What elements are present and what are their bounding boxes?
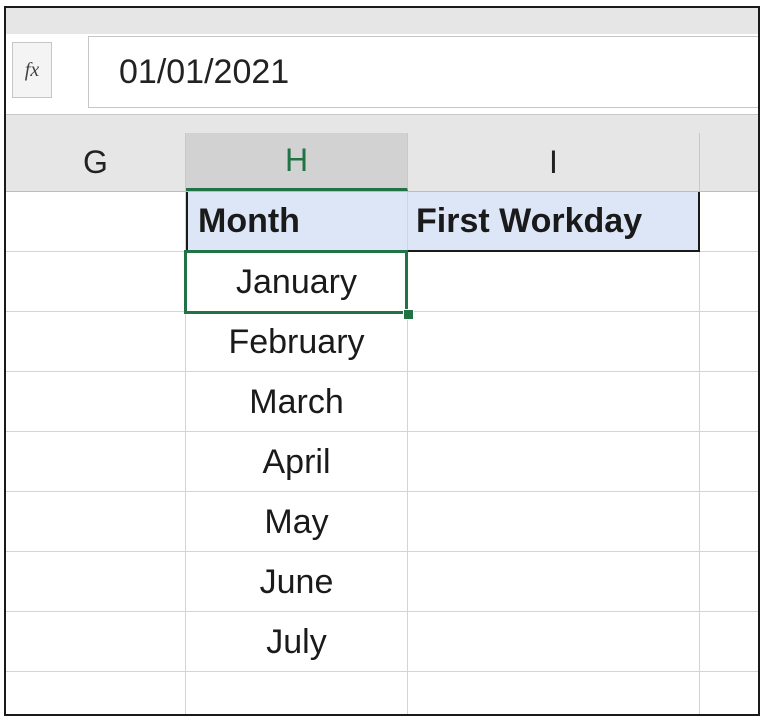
- cell[interactable]: [6, 372, 186, 432]
- column-headers: G H I: [6, 133, 758, 192]
- first-workday-cell[interactable]: [408, 312, 700, 372]
- first-workday-cell[interactable]: [408, 552, 700, 612]
- ribbon-strip: [6, 8, 758, 35]
- cell[interactable]: [700, 432, 758, 492]
- cell[interactable]: [6, 612, 186, 672]
- cell[interactable]: [700, 612, 758, 672]
- spreadsheet-window: fx 01/01/2021 G H I Month First Workday …: [4, 6, 760, 716]
- month-cell[interactable]: July: [186, 612, 408, 672]
- column-header-j[interactable]: [700, 133, 758, 191]
- table-row: May: [6, 492, 758, 552]
- fill-handle[interactable]: [403, 309, 414, 320]
- month-cell[interactable]: June: [186, 552, 408, 612]
- cell[interactable]: [6, 312, 186, 372]
- cell[interactable]: [700, 192, 758, 252]
- first-workday-cell[interactable]: [408, 612, 700, 672]
- cell[interactable]: [6, 492, 186, 552]
- cell[interactable]: [6, 252, 186, 312]
- cell[interactable]: [6, 672, 186, 714]
- cell[interactable]: [186, 672, 408, 714]
- formula-input[interactable]: 01/01/2021: [88, 36, 758, 108]
- month-cell[interactable]: April: [186, 432, 408, 492]
- cell[interactable]: [700, 372, 758, 432]
- table-row: March: [6, 372, 758, 432]
- header-cell-first-workday[interactable]: First Workday: [408, 192, 700, 252]
- table-row: June: [6, 552, 758, 612]
- table-row: February: [6, 312, 758, 372]
- cell[interactable]: [6, 432, 186, 492]
- table-row: July: [6, 612, 758, 672]
- first-workday-cell[interactable]: [408, 252, 700, 312]
- first-workday-cell[interactable]: [408, 492, 700, 552]
- first-workday-cell[interactable]: [408, 432, 700, 492]
- column-header-i[interactable]: I: [408, 133, 700, 191]
- cell-grid: Month First Workday January February Mar…: [6, 192, 758, 714]
- column-header-h[interactable]: H: [186, 133, 408, 191]
- cell[interactable]: [6, 192, 186, 252]
- column-header-g[interactable]: G: [6, 133, 186, 191]
- month-cell[interactable]: January: [186, 252, 408, 312]
- cell[interactable]: [700, 252, 758, 312]
- insert-function-button[interactable]: fx: [12, 42, 52, 98]
- month-cell[interactable]: May: [186, 492, 408, 552]
- table-row: Month First Workday: [6, 192, 758, 252]
- active-cell-outline: [184, 250, 408, 314]
- cell[interactable]: [700, 492, 758, 552]
- first-workday-cell[interactable]: [408, 372, 700, 432]
- month-cell[interactable]: February: [186, 312, 408, 372]
- cell[interactable]: [700, 312, 758, 372]
- formula-bar: fx 01/01/2021: [6, 34, 758, 115]
- cell[interactable]: [408, 672, 700, 714]
- table-row: April: [6, 432, 758, 492]
- cell[interactable]: [700, 552, 758, 612]
- cell[interactable]: [700, 672, 758, 714]
- table-row: [6, 672, 758, 714]
- header-cell-month[interactable]: Month: [186, 192, 408, 252]
- formula-grid-separator: [6, 115, 758, 133]
- cell[interactable]: [6, 552, 186, 612]
- month-cell[interactable]: March: [186, 372, 408, 432]
